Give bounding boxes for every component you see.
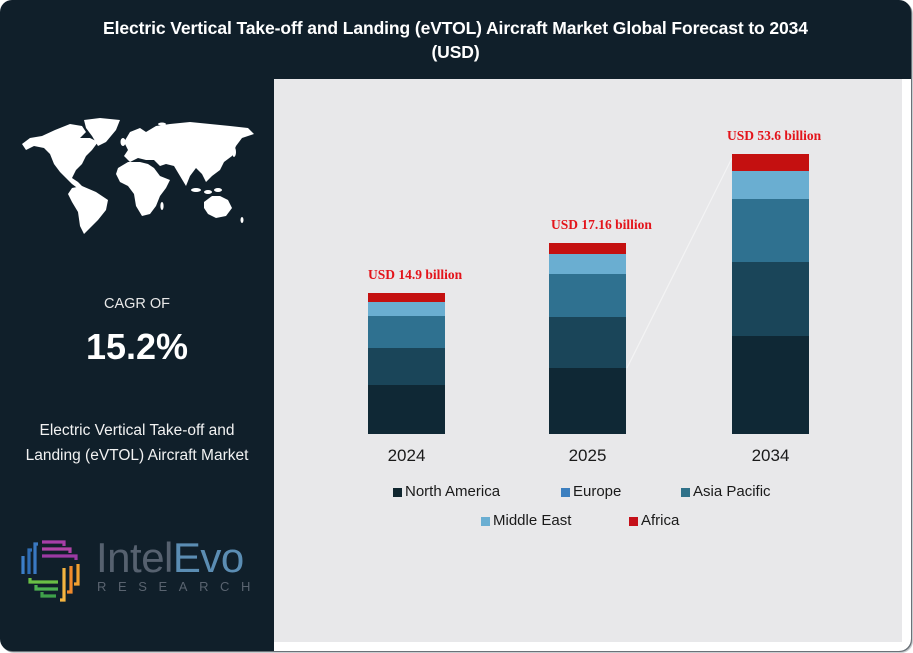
bar-segment-middle-east [368,301,445,317]
bar-segment-asia-pacific [732,199,809,262]
legend-item-north-america[interactable]: North America [393,483,500,501]
logo-tagline: RESEARCH [97,579,263,594]
legend-swatch-icon [393,487,402,497]
logo-brand-accent: Evo [172,534,244,581]
market-name: Electric Vertical Take-off and Landing (… [25,422,249,464]
bar-segment-north-america [549,368,626,434]
legend-swatch-icon [561,487,570,497]
legend-item-asia-pacific[interactable]: Asia Pacific [681,483,771,501]
header: Electric Vertical Take-off and Landing (… [0,0,911,79]
bar-segment-north-america [368,385,445,434]
legend-label: Europe [573,483,622,500]
legend-swatch-icon [481,516,490,526]
legend-swatch-icon [629,516,638,526]
legend-swatch-icon [681,487,690,497]
bar-segment-africa [549,243,626,255]
legend-label: Middle East [493,512,572,529]
bar-segment-europe [732,261,809,337]
bar-segment-africa [732,154,809,171]
intelevo-logo: IntelEvo RESEARCH [20,536,263,602]
world-map-icon [22,118,254,234]
legend-item-africa[interactable]: Africa [629,512,679,530]
bar-segment-middle-east [549,254,626,275]
cagr-value: 15.2% [85,326,189,367]
x-axis-label-2025: 2025 [568,446,607,465]
legend-label: North America [405,483,501,500]
bar-2034 [732,154,809,434]
bar-segment-africa [368,293,445,302]
legend-label: Asia Pacific [693,483,771,500]
legend-item-middle-east[interactable]: Middle East [481,512,571,530]
bar-segment-europe [368,348,445,386]
x-axis-label-2024: 2024 [387,446,426,465]
logo-mark-icon [21,540,80,602]
legend-item-europe[interactable]: Europe [561,483,621,501]
bar-segment-middle-east [732,170,809,200]
total-label-2034: USD 53.6 billion [727,128,822,143]
total-label-2024: USD 14.9 billion [368,267,463,282]
bar-segment-europe [549,317,626,369]
page-title-line-1: Electric Vertical Take-off and Landing (… [103,17,808,38]
cagr-label: CAGR OF [103,296,171,312]
x-axis-label-2034: 2034 [751,446,790,465]
bar-segment-asia-pacific [549,274,626,318]
legend-label: Africa [641,512,680,529]
page-title-line-2: (USD) [431,41,480,62]
bar-2025 [549,243,626,434]
logo-brand-primary: Intel [96,534,173,581]
logo-wordmark: IntelEvo [96,536,244,580]
total-label-2025: USD 17.16 billion [551,217,652,232]
bar-segment-asia-pacific [368,316,445,349]
bar-2024 [368,293,445,434]
bar-segment-north-america [732,336,809,434]
